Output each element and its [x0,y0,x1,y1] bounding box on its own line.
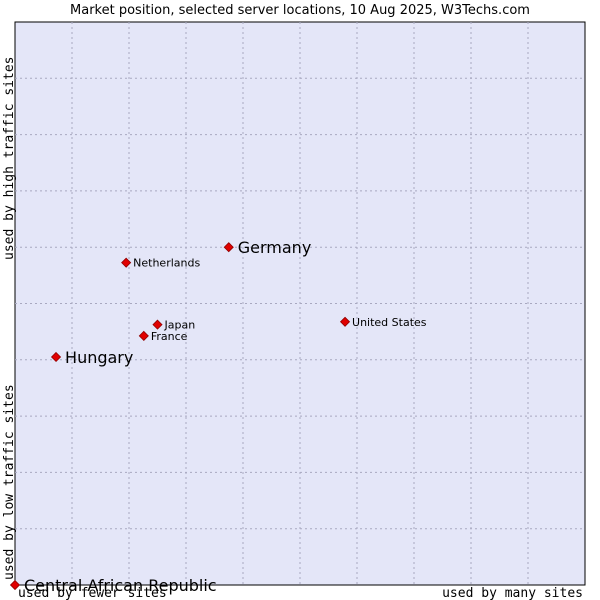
x-axis-label-fewer: used by fewer sites [18,586,167,600]
point-central-african-republic [9,579,21,591]
x-axis-label-many: used by many sites [442,586,583,600]
chart-title: Market position, selected server locatio… [70,3,530,18]
y-axis-label-low: used by low traffic sites [2,384,17,580]
point-netherlands [121,257,132,268]
point-label-hungary: Hungary [65,348,133,367]
point-hungary [50,351,62,363]
point-label-japan: Japan [164,319,196,332]
point-united-states [339,316,351,327]
point-germany [223,242,234,253]
point-label-germany: Germany [238,238,312,257]
grid-lines [15,22,585,585]
point-france [138,330,149,341]
point-label-netherlands: Netherlands [133,257,200,270]
point-label-france: France [151,330,188,343]
point-label-united-states: United States [352,316,427,329]
y-axis-label-high: used by high traffic sites [2,57,17,261]
point-label-central-african-republic: Central African Republic [24,576,217,595]
point-japan [152,319,163,330]
data-points: Germany Netherlands United States JapanFran… [9,238,427,595]
